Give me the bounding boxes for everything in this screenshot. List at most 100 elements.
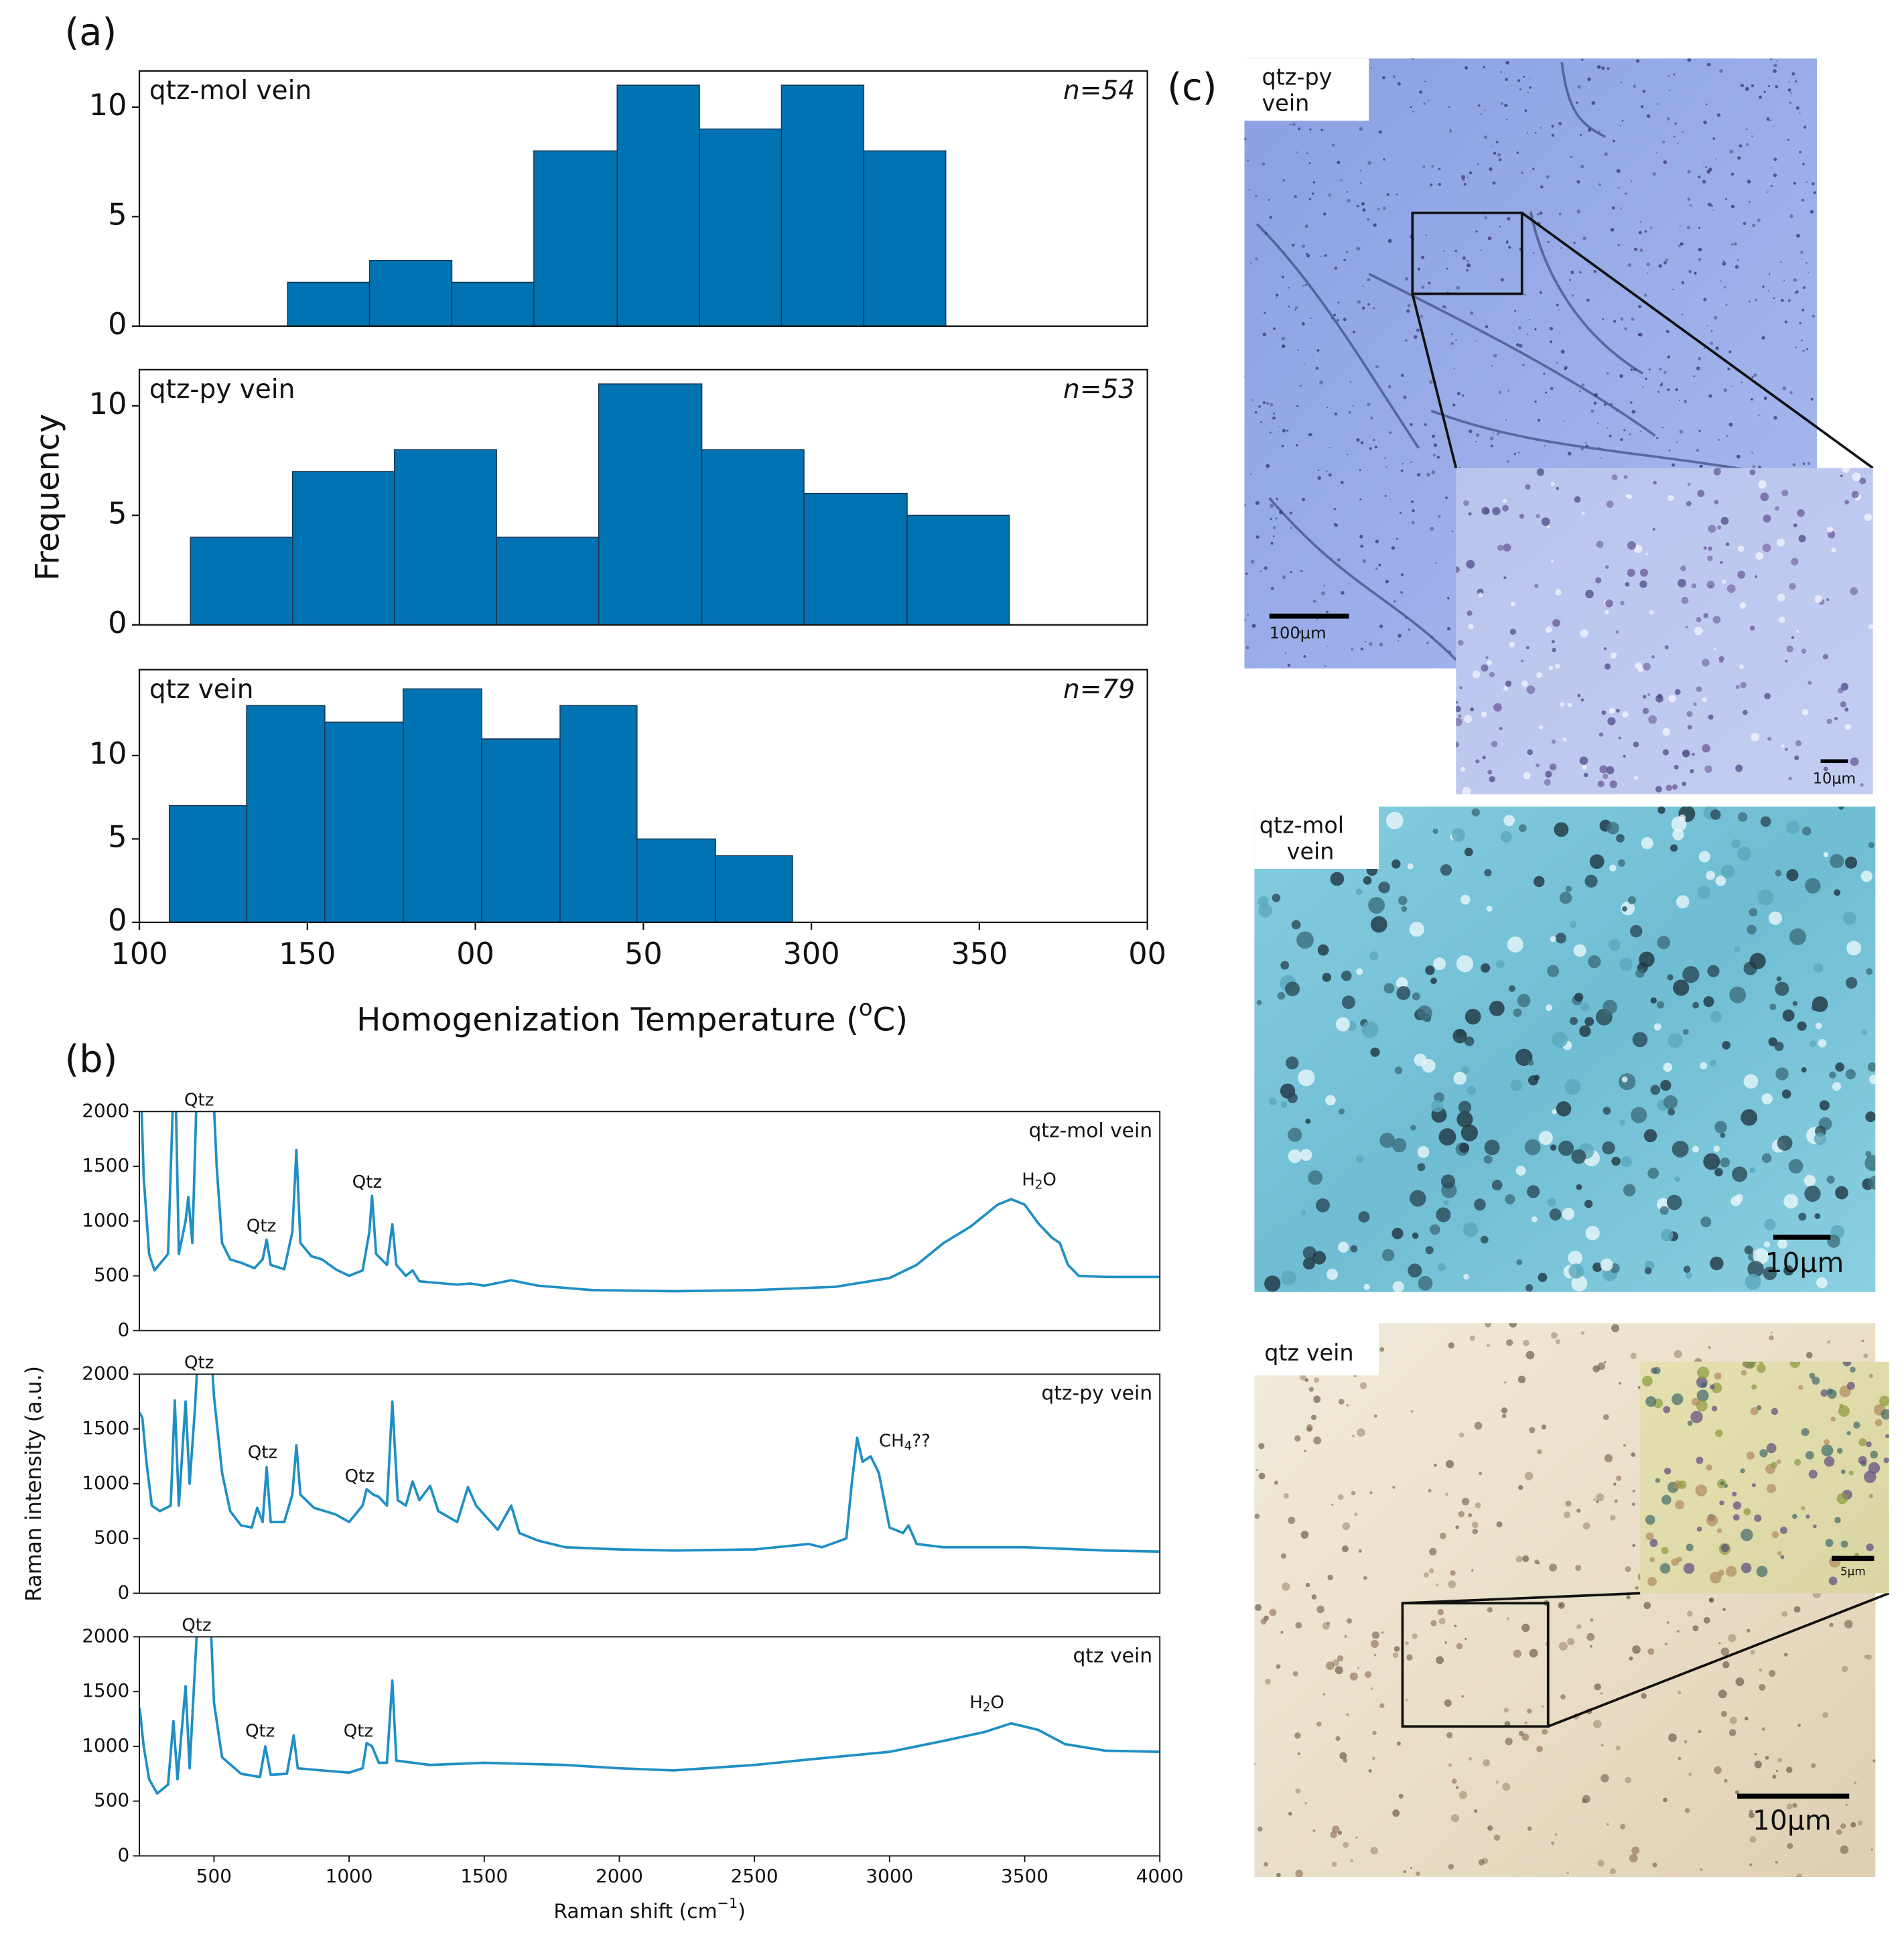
speck xyxy=(1623,1444,1627,1447)
speck xyxy=(1412,992,1420,1001)
speck xyxy=(1728,1729,1737,1736)
speck xyxy=(1453,1072,1467,1085)
speck xyxy=(1680,565,1686,572)
speck xyxy=(1534,132,1537,134)
speck xyxy=(1659,367,1662,371)
speck xyxy=(1525,484,1531,490)
speck xyxy=(1850,1821,1856,1828)
speck xyxy=(1822,654,1829,660)
speck xyxy=(1491,1180,1503,1191)
speck xyxy=(1631,1452,1636,1457)
speck xyxy=(1545,626,1552,633)
speck xyxy=(1325,470,1328,472)
speck xyxy=(1777,1551,1782,1556)
speck xyxy=(1866,1654,1872,1660)
speck xyxy=(1726,435,1728,437)
spectrum xyxy=(140,1111,1160,1293)
speck xyxy=(1458,1791,1467,1799)
speck xyxy=(1467,260,1469,263)
speck xyxy=(1448,1342,1454,1349)
speck xyxy=(1416,1005,1432,1021)
speck xyxy=(1502,504,1509,512)
speck xyxy=(1399,511,1402,514)
speck xyxy=(1596,1493,1605,1502)
speck xyxy=(1791,636,1794,640)
speck xyxy=(1615,630,1619,634)
speck xyxy=(1355,1836,1358,1839)
speck xyxy=(1339,1752,1347,1760)
speck xyxy=(1735,685,1740,689)
speck xyxy=(1703,120,1707,125)
speck xyxy=(1324,665,1327,667)
speck xyxy=(1404,339,1408,342)
speck xyxy=(1462,256,1466,261)
speck xyxy=(1505,240,1509,244)
speck xyxy=(1260,1618,1267,1625)
speck xyxy=(1276,498,1278,500)
speck xyxy=(1398,896,1408,906)
speck xyxy=(1580,164,1584,169)
speck xyxy=(1708,394,1712,398)
speck xyxy=(1312,1829,1316,1832)
speck xyxy=(1461,175,1465,180)
speck xyxy=(1558,309,1560,311)
speck xyxy=(1691,752,1695,756)
speck xyxy=(1787,299,1791,302)
axes-frame xyxy=(138,70,1148,327)
speck xyxy=(1782,386,1787,391)
speck xyxy=(1574,496,1581,503)
speck xyxy=(1430,1224,1440,1235)
speck xyxy=(1706,870,1716,880)
speck xyxy=(1645,1532,1654,1541)
speck xyxy=(1420,315,1424,318)
speck xyxy=(1534,400,1537,403)
speck xyxy=(1700,1216,1712,1228)
speck xyxy=(1584,1017,1594,1026)
speck xyxy=(1394,1066,1403,1074)
speck xyxy=(1538,1131,1553,1145)
speck xyxy=(1504,1381,1507,1384)
speck xyxy=(1714,1168,1723,1177)
speck xyxy=(1334,412,1338,416)
speck xyxy=(1575,1564,1582,1572)
speck xyxy=(1869,1074,1876,1085)
speck xyxy=(1687,725,1692,730)
speck xyxy=(1658,264,1662,268)
speck xyxy=(1774,1041,1784,1052)
speck xyxy=(1784,320,1788,324)
speck xyxy=(1708,1597,1714,1603)
speck xyxy=(1623,754,1626,758)
speck xyxy=(1279,426,1280,427)
speck xyxy=(1400,573,1404,577)
speck xyxy=(1448,1580,1456,1589)
speck xyxy=(1355,1155,1364,1164)
speck xyxy=(1519,88,1522,90)
speck xyxy=(1771,1407,1779,1415)
label-box xyxy=(1244,58,1369,121)
speck xyxy=(1316,1722,1322,1727)
speck xyxy=(1726,584,1736,594)
speck xyxy=(1785,748,1788,752)
speck xyxy=(1521,680,1528,687)
speck xyxy=(1499,727,1503,731)
speck xyxy=(1262,162,1266,166)
speck xyxy=(1609,1868,1617,1875)
speck xyxy=(1682,966,1700,983)
speck xyxy=(1623,429,1626,431)
speck xyxy=(1347,1618,1353,1624)
speck xyxy=(1619,958,1633,971)
speck xyxy=(1795,740,1801,747)
speck xyxy=(1719,69,1723,73)
y-tick-label: 2000 xyxy=(82,1624,129,1647)
speck xyxy=(1672,1140,1689,1158)
speck xyxy=(1255,257,1258,261)
x-tick-label: 1000 xyxy=(326,1865,373,1887)
speck xyxy=(1789,583,1796,590)
speck xyxy=(1489,436,1494,441)
bar xyxy=(533,150,618,327)
speck xyxy=(1741,1562,1752,1574)
speck xyxy=(1340,179,1343,182)
speck xyxy=(1759,1683,1766,1691)
bar xyxy=(616,84,700,327)
speck xyxy=(1483,1759,1491,1766)
